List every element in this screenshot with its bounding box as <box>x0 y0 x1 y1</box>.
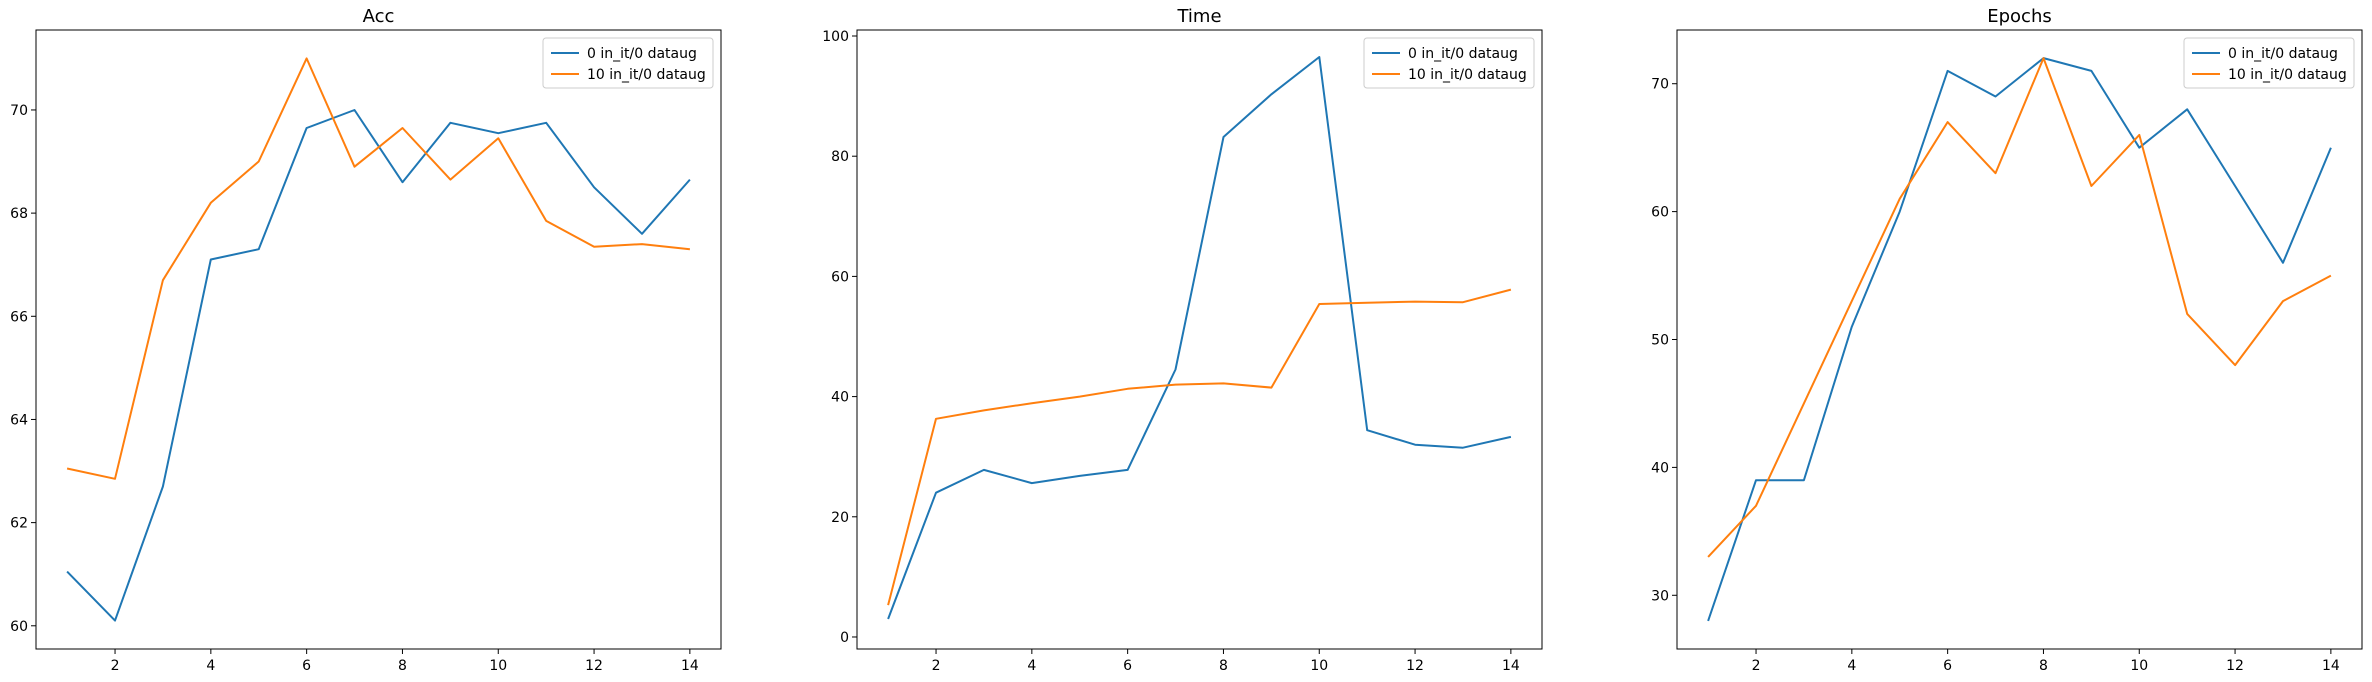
x-tick-label: 4 <box>206 658 215 674</box>
x-tick-label: 4 <box>1027 658 1036 674</box>
x-tick-label: 12 <box>2226 658 2244 674</box>
y-tick-label: 100 <box>822 29 849 45</box>
x-tick-label: 2 <box>111 658 120 674</box>
series-line-1 <box>1707 57 2332 622</box>
series-line-1 <box>887 56 1512 620</box>
y-tick-label: 50 <box>1651 333 1669 349</box>
chart-panel-3: Epochs 2 4 6 8 10 12 14 30 40 50 60 70 0 in_it/0 data… <box>1651 6 2363 674</box>
legend-box <box>542 37 714 89</box>
x-tick-label: 6 <box>1123 658 1132 674</box>
y-tick-label: 70 <box>1651 77 1669 93</box>
chart-title: Acc <box>363 6 395 27</box>
chart-title: Time <box>1176 6 1221 27</box>
chart-panel-2: Time 2 4 6 8 10 12 14 0 20 40 60 80 100 0 in_it/0 data… <box>822 6 1543 674</box>
y-tick-label: 62 <box>10 516 28 532</box>
y-tick-label: 70 <box>10 103 28 119</box>
y-tick-label: 40 <box>1651 460 1669 476</box>
x-tick-label: 14 <box>681 658 699 674</box>
series-line-2 <box>66 57 691 480</box>
x-tick-label: 12 <box>585 658 603 674</box>
x-tick-label: 10 <box>489 658 507 674</box>
y-tick-label: 60 <box>10 619 28 635</box>
y-tick-label: 30 <box>1651 588 1669 604</box>
y-tick-label: 60 <box>1651 205 1669 221</box>
legend-label: 10 in_it/0 dataug <box>1408 67 1527 83</box>
y-tick-label: 60 <box>831 269 849 285</box>
plot-frame <box>1676 29 2363 650</box>
y-tick-label: 68 <box>10 206 28 222</box>
x-tick-label: 6 <box>1943 658 1952 674</box>
legend-label: 0 in_it/0 dataug <box>2228 46 2338 62</box>
legend-label: 10 in_it/0 dataug <box>2228 67 2347 83</box>
legend: 0 in_it/0 dataug 10 in_it/0 dataug <box>2183 37 2355 89</box>
plot-frame <box>35 29 722 650</box>
y-tick-label: 66 <box>10 309 28 325</box>
x-tick-label: 4 <box>1847 658 1856 674</box>
x-tick-label: 12 <box>1406 658 1424 674</box>
x-tick-label: 2 <box>1752 658 1761 674</box>
legend-box <box>2183 37 2355 89</box>
series-line-2 <box>1707 57 2332 558</box>
x-tick-label: 10 <box>2130 658 2148 674</box>
x-tick-label: 14 <box>1502 658 1520 674</box>
y-tick-label: 0 <box>840 630 849 646</box>
x-tick-label: 8 <box>1219 658 1228 674</box>
y-tick-label: 64 <box>10 412 28 428</box>
x-tick-label: 8 <box>398 658 407 674</box>
y-tick-label: 20 <box>831 510 849 526</box>
x-tick-label: 6 <box>302 658 311 674</box>
legend-label: 10 in_it/0 dataug <box>587 67 706 83</box>
legend: 0 in_it/0 dataug 10 in_it/0 dataug <box>1363 37 1535 89</box>
plot-frame <box>856 29 1543 650</box>
legend-box <box>1363 37 1535 89</box>
x-tick-label: 2 <box>932 658 941 674</box>
legend: 0 in_it/0 dataug 10 in_it/0 dataug <box>542 37 714 89</box>
legend-label: 0 in_it/0 dataug <box>587 46 697 62</box>
legend-label: 0 in_it/0 dataug <box>1408 46 1518 62</box>
x-tick-label: 10 <box>1310 658 1328 674</box>
series-line-2 <box>887 288 1512 606</box>
series-line-1 <box>66 109 691 622</box>
chart-title: Epochs <box>1987 6 2052 27</box>
y-tick-label: 40 <box>831 390 849 406</box>
x-tick-label: 14 <box>2322 658 2340 674</box>
y-tick-label: 80 <box>831 149 849 165</box>
x-tick-label: 8 <box>2039 658 2048 674</box>
